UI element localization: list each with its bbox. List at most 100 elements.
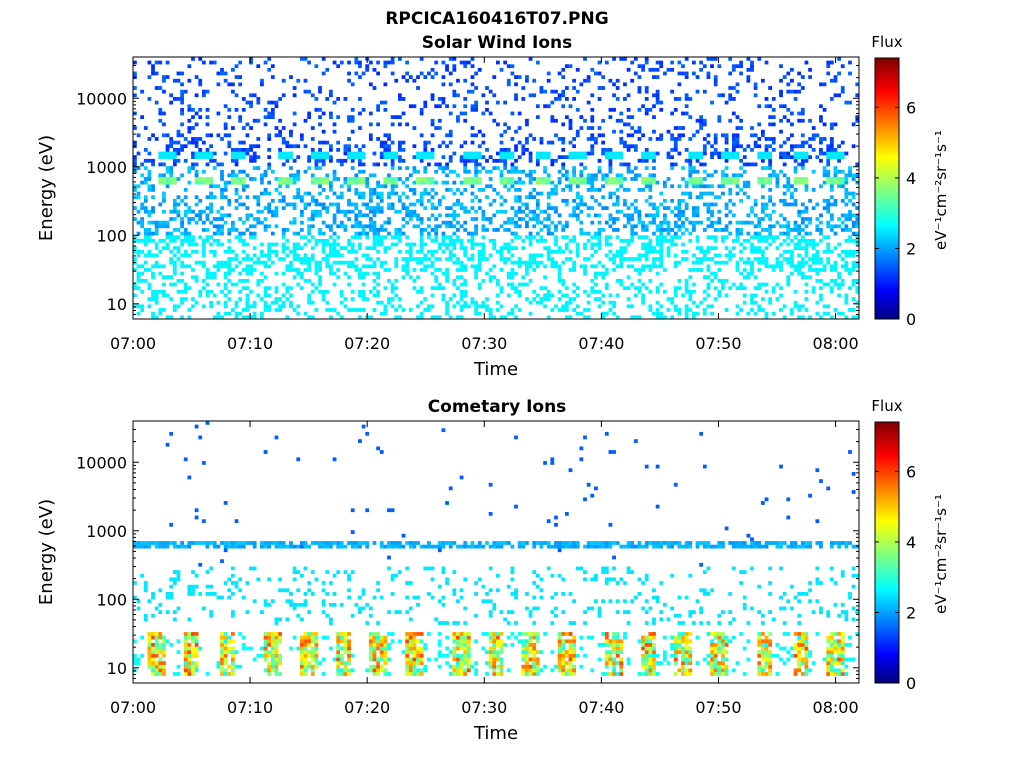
heatmap-cell [731, 97, 736, 101]
heatmap-cell [699, 162, 704, 167]
heatmap-cell [285, 140, 290, 145]
heatmap-cell [365, 246, 370, 251]
heatmap-cell [706, 173, 711, 178]
heatmap-cell [162, 180, 166, 185]
heatmap-cell [358, 126, 362, 130]
x-tick-label: 07:00 [110, 334, 156, 353]
heatmap-cell [535, 60, 540, 65]
heatmap-cell [151, 657, 155, 662]
heatmap-cell [270, 260, 275, 265]
heatmap-cell [194, 122, 199, 127]
heatmap-cell [347, 147, 351, 152]
heatmap-cell [379, 151, 384, 156]
heatmap-cell [292, 173, 297, 178]
heatmap-cell [844, 238, 849, 243]
heatmap-cell [503, 242, 508, 247]
heatmap-cell [187, 129, 192, 134]
heatmap-cell [459, 242, 464, 247]
heatmap-cell [350, 158, 355, 163]
heatmap-cell [158, 107, 163, 112]
heatmap-cell [147, 639, 152, 644]
heatmap-cell [191, 653, 195, 658]
heatmap-cell [296, 169, 301, 174]
heatmap-cell [583, 315, 587, 320]
heatmap-cell [706, 275, 711, 280]
heatmap-cell [735, 268, 740, 272]
heatmap-cell [459, 224, 464, 229]
heatmap-cell [191, 639, 195, 644]
heatmap-cell [619, 111, 624, 116]
heatmap-cell [234, 191, 239, 196]
heatmap-cell [615, 198, 620, 203]
heatmap-cell [840, 198, 845, 203]
heatmap-cell [448, 169, 453, 174]
heatmap-cell [321, 188, 326, 192]
heatmap-cell [612, 191, 616, 196]
heatmap-cell [165, 151, 170, 156]
x-axis-label: Time [473, 359, 518, 380]
heatmap-cell [677, 311, 682, 316]
heatmap-cell [633, 147, 638, 152]
heatmap-cell [677, 97, 682, 101]
heatmap-cell [314, 151, 319, 156]
heatmap-cell [252, 541, 257, 545]
heatmap-cell [554, 249, 558, 254]
heatmap-cell [423, 177, 428, 181]
heatmap-cell [822, 206, 827, 210]
heatmap-cell [310, 235, 315, 240]
heatmap-cell [347, 137, 351, 141]
heatmap-cell [499, 155, 504, 160]
heatmap-cell [514, 271, 518, 276]
heatmap-cell [481, 217, 486, 221]
heatmap-cell [358, 75, 362, 79]
heatmap-cell [216, 133, 221, 138]
heatmap-cell [811, 253, 816, 258]
heatmap-cell [209, 60, 214, 65]
heatmap-cell [768, 195, 773, 200]
heatmap-cell [721, 286, 725, 291]
heatmap-cell [844, 268, 849, 272]
heatmap-cell [292, 570, 297, 574]
heatmap-cell [750, 60, 754, 65]
heatmap-cell [641, 67, 645, 72]
heatmap-cell [209, 242, 214, 247]
heatmap-cell [699, 155, 704, 160]
heatmap-cell [521, 144, 526, 149]
heatmap-cell [274, 632, 279, 636]
heatmap-cell [731, 173, 736, 178]
heatmap-cell [601, 300, 606, 305]
heatmap-cell [318, 166, 322, 170]
heatmap-cell [779, 151, 783, 156]
heatmap-cell [245, 308, 250, 312]
heatmap-cell [608, 257, 613, 261]
heatmap-cell [180, 122, 184, 127]
heatmap-cell [136, 249, 141, 254]
heatmap-cell [394, 293, 399, 298]
heatmap-cell [267, 293, 272, 298]
heatmap-cell [496, 122, 500, 127]
heatmap-cell [252, 144, 257, 149]
heatmap-cell [601, 315, 606, 320]
heatmap-cell [470, 64, 475, 69]
heatmap-cell [833, 231, 838, 236]
heatmap-cell [739, 173, 743, 178]
heatmap-cell [165, 169, 170, 174]
heatmap-cell [162, 308, 166, 312]
heatmap-cell [278, 632, 282, 636]
heatmap-cell [543, 151, 547, 156]
heatmap-cell [488, 253, 493, 258]
heatmap-cell [826, 206, 831, 210]
heatmap-cell [191, 588, 195, 593]
heatmap-cell [771, 238, 776, 243]
heatmap-cell [623, 246, 627, 251]
heatmap-cell [299, 653, 304, 658]
heatmap-cell [329, 268, 333, 272]
heatmap-cell [768, 177, 773, 181]
heatmap-cell [187, 64, 192, 69]
heatmap-cell [539, 191, 544, 196]
heatmap-cell [147, 173, 152, 178]
heatmap-cell [299, 260, 304, 265]
heatmap-cell [797, 308, 802, 312]
heatmap-cell [579, 228, 584, 232]
